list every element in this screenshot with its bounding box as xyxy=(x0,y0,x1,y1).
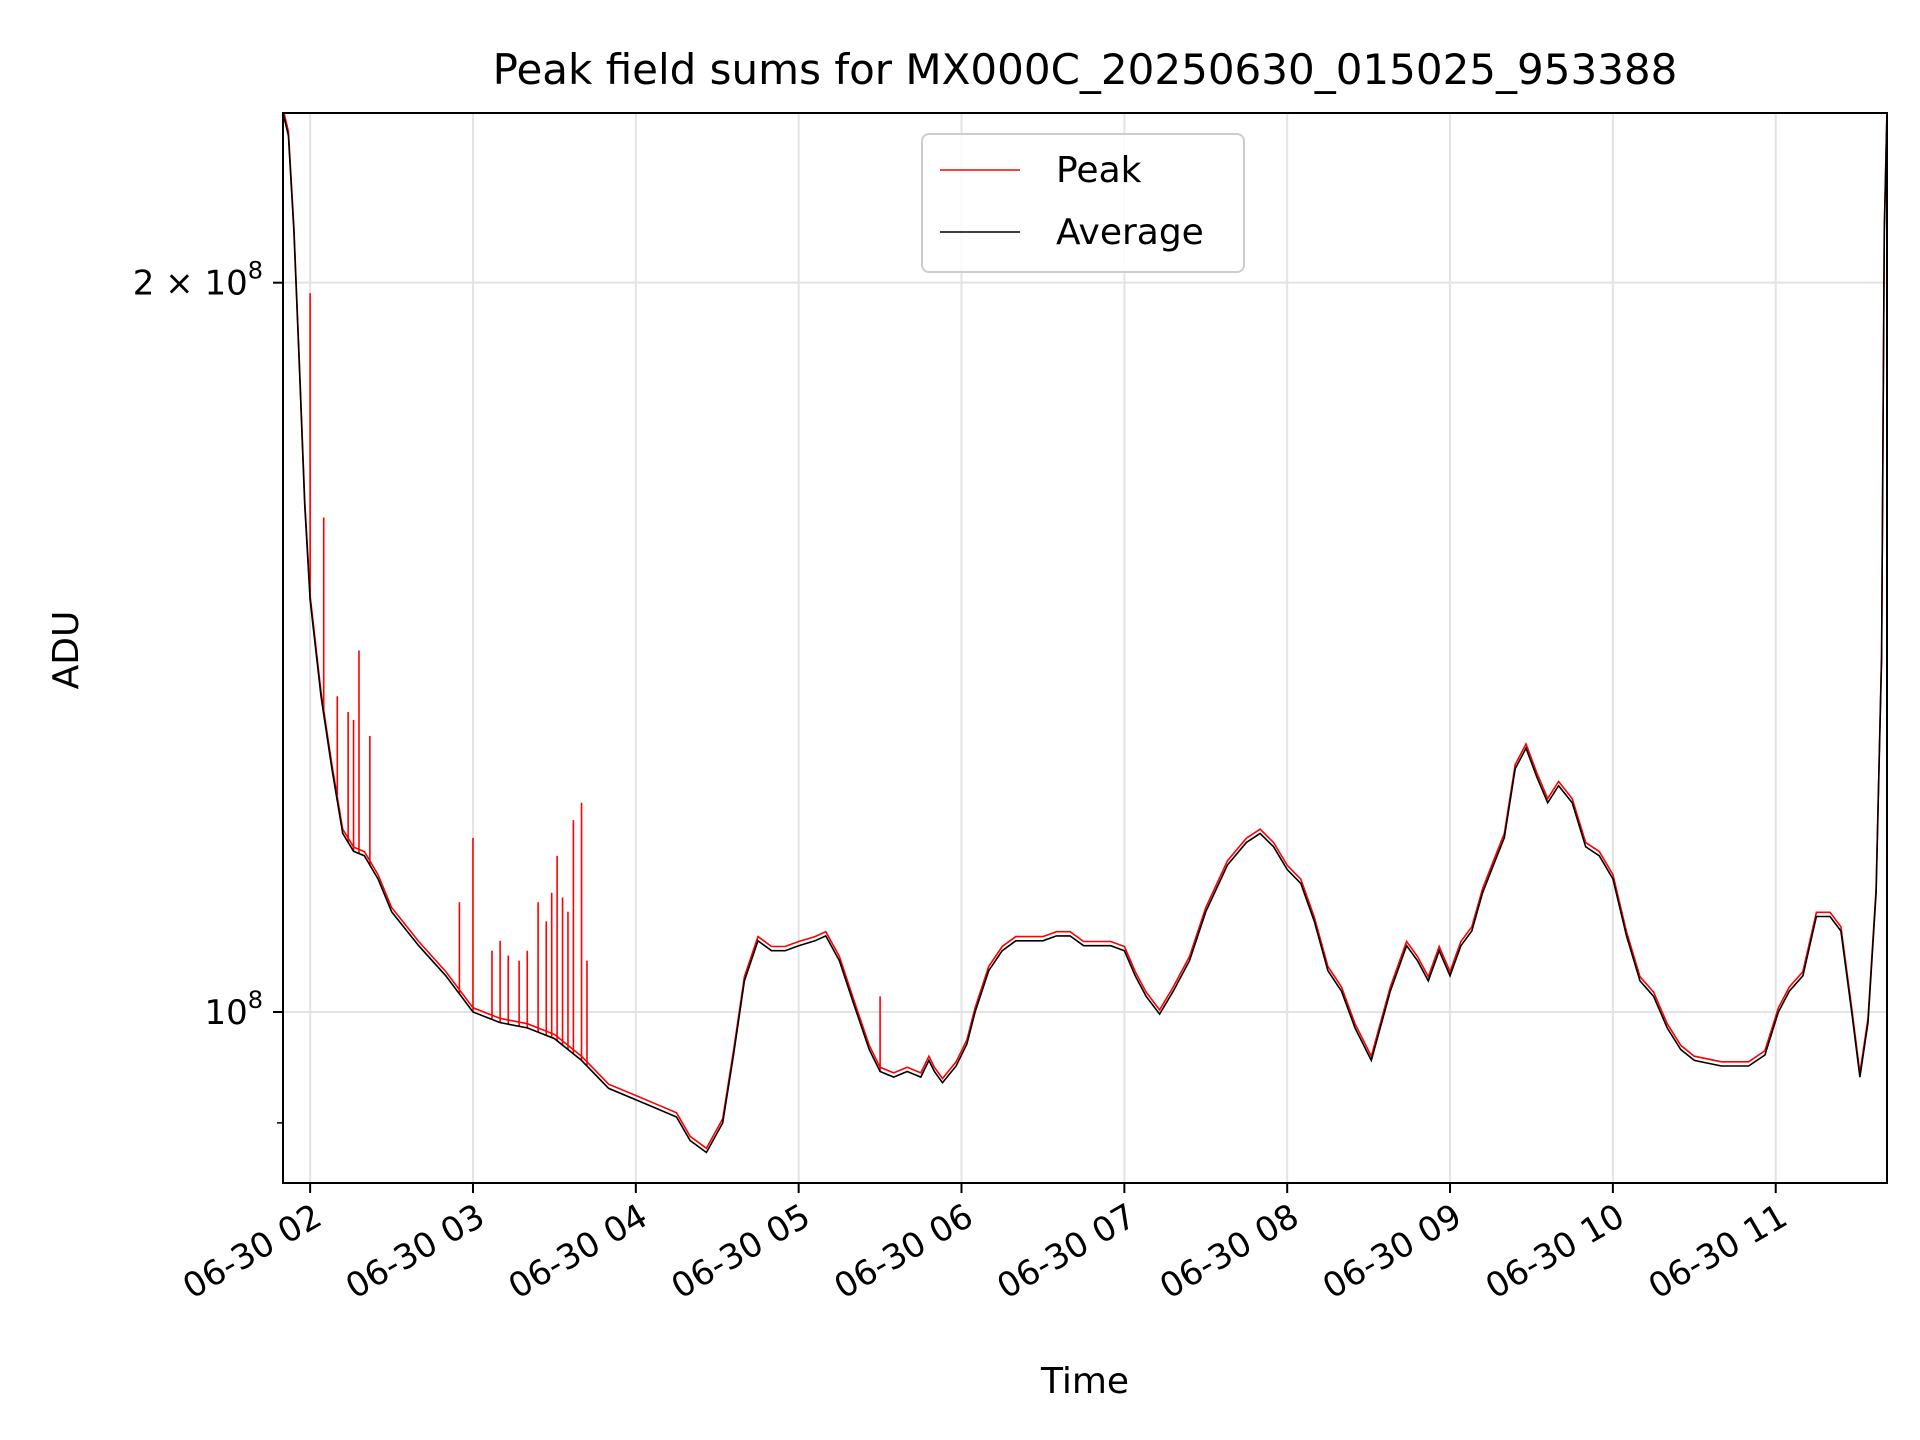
legend-peak-label: Peak xyxy=(1056,150,1142,191)
y-tick-label: 2 × 108 xyxy=(133,257,263,304)
chart-title: Peak field sums for MX000C_20250630_0150… xyxy=(493,45,1678,94)
y-axis: 108 2 × 108 xyxy=(133,257,283,1124)
series-peak-line xyxy=(283,113,1887,1150)
plot-lines xyxy=(283,113,1887,1154)
legend: Peak Average xyxy=(921,133,1245,273)
series-average-line xyxy=(283,113,1887,1154)
legend-average-label: Average xyxy=(1056,212,1204,253)
legend-box xyxy=(921,133,1245,273)
y-axis-label: ADU xyxy=(46,611,87,690)
axes-frame xyxy=(282,112,1888,1184)
x-axis-label: Time xyxy=(1040,1361,1129,1402)
y-tick-label: 108 xyxy=(204,986,263,1033)
grid-lines xyxy=(283,113,1887,1183)
